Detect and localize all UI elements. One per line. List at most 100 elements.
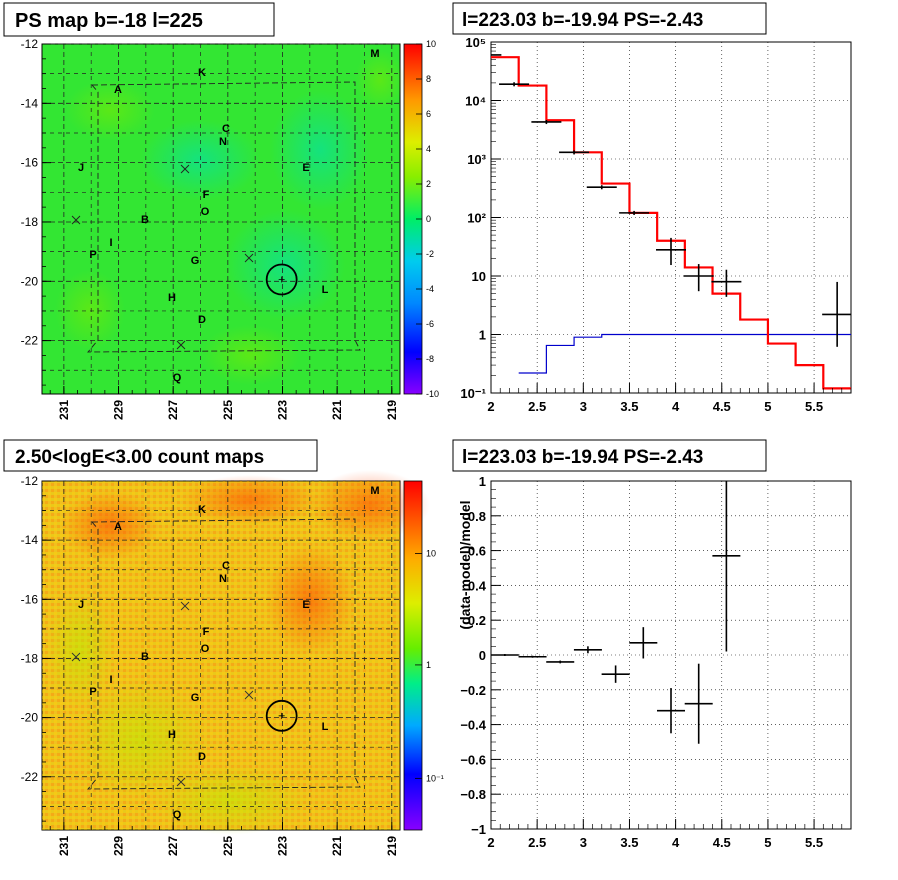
spec-ytick-label: 10 bbox=[472, 269, 486, 284]
cm-cbar-label: 10⁻¹ bbox=[426, 773, 444, 783]
cm-source-label-L: L bbox=[322, 721, 329, 733]
spectrum-series bbox=[491, 54, 851, 390]
cm-ytick-label: -16 bbox=[21, 592, 39, 606]
residual-ylabel: (data-model)/model bbox=[457, 500, 473, 629]
cm-source-label-J: J bbox=[78, 599, 84, 611]
cm-region-outline bbox=[87, 518, 361, 790]
count-map-texture bbox=[45, 470, 430, 835]
ps-cbar-label: -8 bbox=[426, 354, 434, 364]
cm-ytick-label: -20 bbox=[21, 711, 39, 725]
spec-xtick-label: 2.5 bbox=[528, 399, 546, 414]
res-ytick-label: 1 bbox=[479, 474, 486, 489]
ps-source-label-C: C bbox=[222, 123, 230, 135]
cm-ps-center bbox=[278, 712, 285, 719]
count-map-title: 2.50<logE<3.00 count maps bbox=[15, 447, 264, 468]
res-xtick-label: 4 bbox=[672, 835, 680, 850]
residual-title-box: l=223.03 b=-19.94 PS=-2.43 bbox=[452, 439, 767, 472]
spec-xtick-label: 3 bbox=[580, 399, 587, 414]
count-map-region-boundaries bbox=[42, 480, 400, 830]
ps-cbar-label: -4 bbox=[426, 284, 434, 294]
ps-cbar-label: -6 bbox=[426, 319, 434, 329]
cm-source-label-M: M bbox=[370, 485, 379, 497]
cm-cross-marker bbox=[71, 652, 81, 662]
ps-map-title-box: PS map b=-18 l=225 bbox=[3, 2, 275, 37]
ps-xtick-label: 223 bbox=[275, 400, 289, 420]
ps-map-axes: 231 229 227 225 223 221 219 -12 -14 -16 -18 -20 -22 bbox=[21, 37, 399, 420]
ps-ytick-label: -22 bbox=[21, 334, 39, 348]
ps-cbar-label: 8 bbox=[426, 74, 431, 84]
ps-xtick-label: 227 bbox=[166, 400, 180, 420]
ps-source-label-O: O bbox=[201, 206, 210, 218]
ps-xtick-label: 221 bbox=[330, 400, 344, 420]
ps-xtick-label: 231 bbox=[57, 400, 71, 420]
res-xtick-label: 5.5 bbox=[805, 835, 823, 850]
ps-xtick-label: 229 bbox=[112, 400, 126, 420]
cm-cbar-label: 1 bbox=[426, 660, 431, 670]
cm-source-label-D: D bbox=[198, 751, 206, 763]
count-map-panel: M K A CN J E FO B I P G H L D Q 231 229 227 225 223 221 219 -… bbox=[21, 470, 444, 856]
ps-map-title: PS map b=-18 l=225 bbox=[15, 10, 203, 32]
cm-source-label-F: F bbox=[203, 626, 210, 638]
cm-source-label-Q: Q bbox=[173, 809, 182, 821]
spectrum-title-box: l=223.03 b=-19.94 PS=-2.43 bbox=[452, 2, 767, 35]
res-xtick-label: 4.5 bbox=[713, 835, 731, 850]
ps-cross-marker bbox=[176, 340, 186, 350]
ps-cross-marker bbox=[180, 164, 190, 174]
ps-xtick-label: 219 bbox=[385, 400, 399, 420]
ps-xtick-label: 225 bbox=[221, 400, 235, 420]
cm-xtick-label: 231 bbox=[57, 836, 71, 856]
ps-source-label-K: K bbox=[198, 67, 206, 79]
cm-source-label-C: C bbox=[222, 560, 230, 572]
ps-source-label-D: D bbox=[198, 314, 206, 326]
ps-source-label-N: N bbox=[219, 136, 227, 148]
residual-title: l=223.03 b=-19.94 PS=-2.43 bbox=[462, 447, 703, 468]
ps-cbar-label: 10 bbox=[426, 39, 436, 49]
ps-ytick-label: -18 bbox=[21, 215, 39, 229]
residual-points bbox=[490, 481, 741, 744]
cm-ytick-label: -22 bbox=[21, 770, 39, 784]
cm-ytick-label: -14 bbox=[21, 533, 39, 547]
cm-xtick-label: 225 bbox=[221, 836, 235, 856]
count-colorbar bbox=[403, 480, 423, 831]
ps-colorbar-ticks: 10 8 6 4 2 0 -2 -4 -6 -8 -10 bbox=[416, 39, 439, 399]
ps-source-label-E: E bbox=[302, 162, 309, 174]
res-ytick-label: 0.4 bbox=[468, 578, 487, 593]
cm-cross-marker bbox=[176, 777, 186, 787]
res-xtick-label: 5 bbox=[764, 835, 771, 850]
ps-source-label-Q: Q bbox=[173, 372, 182, 384]
cm-source-label-H: H bbox=[168, 729, 176, 741]
spec-xtick-label: 5.5 bbox=[805, 399, 823, 414]
ps-source-label-I: I bbox=[109, 237, 112, 249]
cm-source-label-G: G bbox=[191, 692, 200, 704]
cm-source-label-K: K bbox=[198, 504, 206, 516]
spec-ytick-label: 1 bbox=[479, 328, 486, 343]
cm-cbar-label: 10 bbox=[426, 549, 436, 559]
spec-xtick-label: 2 bbox=[487, 399, 494, 414]
res-xtick-label: 3.5 bbox=[620, 835, 638, 850]
cm-source-label-O: O bbox=[201, 643, 210, 655]
cm-source-label-B: B bbox=[141, 651, 149, 663]
res-ytick-label: 0 bbox=[479, 648, 486, 663]
cm-source-label-N: N bbox=[219, 573, 227, 585]
spectrum-title: l=223.03 b=-19.94 PS=-2.43 bbox=[462, 10, 703, 31]
ps-component-line bbox=[518, 333, 851, 374]
cm-xtick-label: 223 bbox=[275, 836, 289, 856]
cm-xtick-label: 227 bbox=[166, 836, 180, 856]
cm-source-label-I: I bbox=[109, 674, 112, 686]
residual-panel: 2 2.5 3 3.5 4 4.5 5 5.5 1 0.8 0.6 0.4 0.2 0 −0.2 −0.4 −0… bbox=[457, 474, 852, 850]
res-xtick-label: 3 bbox=[580, 835, 587, 850]
spectrum-panel: 2 2.5 3 3.5 4 4.5 5 5.5 10⁻¹ 1 10 10² 10³ 10⁴ 10⁵ bbox=[460, 35, 852, 414]
cm-source-label-P: P bbox=[89, 686, 96, 698]
ps-ytick-label: -20 bbox=[21, 274, 39, 288]
ps-source-label-J: J bbox=[78, 162, 84, 174]
ps-cbar-label: -10 bbox=[426, 389, 439, 399]
ps-source-label-H: H bbox=[168, 292, 176, 304]
ps-source-label-F: F bbox=[203, 189, 210, 201]
spec-xtick-label: 5 bbox=[764, 399, 771, 414]
cm-ytick-label: -18 bbox=[21, 651, 39, 665]
res-ytick-label: 0.6 bbox=[468, 544, 486, 559]
count-map-title-box: 2.50<logE<3.00 count maps bbox=[3, 439, 318, 472]
count-colorbar-ticks: 10 1 10⁻¹ bbox=[415, 549, 444, 783]
spec-xtick-label: 4.5 bbox=[713, 399, 731, 414]
ps-cbar-label: -2 bbox=[426, 249, 434, 259]
